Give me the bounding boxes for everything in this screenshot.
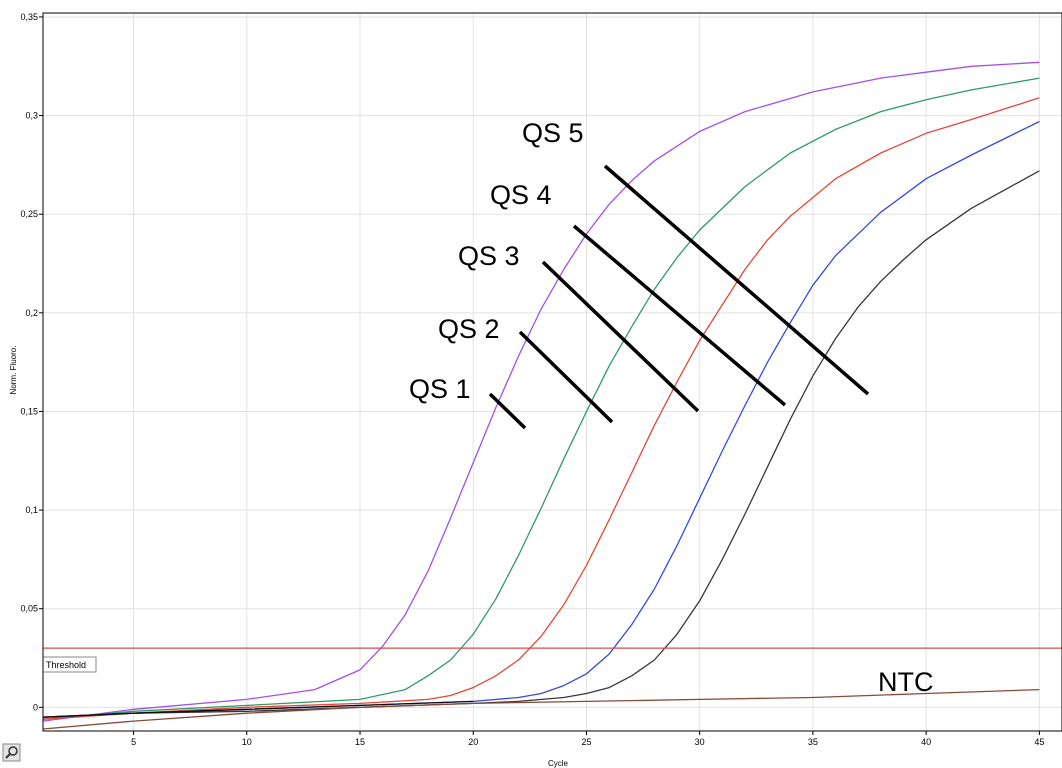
y-tick-label: 0,2 <box>25 308 38 318</box>
x-tick-label: 25 <box>581 737 591 747</box>
annotation-qs1: QS 1 <box>409 374 527 430</box>
qs5-pointer <box>603 164 870 396</box>
x-tick-label: 45 <box>1034 737 1044 747</box>
y-tick-label: 0,35 <box>20 12 38 22</box>
qs4-label: QS 4 <box>490 180 552 210</box>
x-tick-label: 35 <box>808 737 818 747</box>
x-axis-label: Cycle <box>548 759 569 768</box>
y-axis-ticks: 0 0,05 0,1 0,15 0,2 0,25 0,3 0,35 <box>20 12 43 712</box>
annotation-qs2: QS 2 <box>438 314 614 424</box>
x-tick-label: 5 <box>131 737 136 747</box>
zoom-pan-icon[interactable] <box>2 743 21 762</box>
x-tick-label: 40 <box>921 737 931 747</box>
series-line-qs-5 <box>42 61 1040 722</box>
qs5-label: QS 5 <box>522 118 584 148</box>
qs2-pointer <box>518 330 614 424</box>
qs2-label: QS 2 <box>438 314 500 344</box>
series-line-ntc <box>42 688 1040 730</box>
y-tick-label: 0,25 <box>20 209 38 219</box>
x-axis-ticks: 5 10 15 20 25 30 35 40 45 <box>131 731 1044 747</box>
annotation-qs5: QS 5 <box>522 118 870 396</box>
y-tick-label: 0,05 <box>20 604 38 614</box>
threshold-marker[interactable]: Threshold <box>42 656 97 673</box>
qs3-pointer <box>541 260 700 413</box>
y-tick-label: 0,15 <box>20 406 38 416</box>
y-tick-label: 0 <box>33 702 38 712</box>
y-axis-label: Norm. Fluoro. <box>9 346 18 395</box>
qs3-label: QS 3 <box>458 241 520 271</box>
series-layer <box>42 61 1040 730</box>
series-line-qs-3 <box>42 97 1040 720</box>
plot-frame <box>42 12 1062 732</box>
x-tick-label: 20 <box>468 737 478 747</box>
annotation-qs3: QS 3 <box>458 241 700 413</box>
x-tick-label: 10 <box>242 737 252 747</box>
x-tick-label: 15 <box>355 737 365 747</box>
qs1-pointer <box>488 392 527 430</box>
y-tick-label: 0,1 <box>25 505 38 515</box>
ntc-label: NTC <box>878 667 934 697</box>
qs4-pointer <box>572 224 787 407</box>
series-line-qs-4 <box>42 77 1040 720</box>
series-line-baseline <box>42 700 474 718</box>
annotation-qs4: QS 4 <box>490 180 787 407</box>
qs1-label: QS 1 <box>409 374 471 404</box>
y-tick-label: 0,3 <box>25 111 38 121</box>
threshold-label: Threshold <box>46 660 86 670</box>
x-tick-label: 30 <box>695 737 705 747</box>
